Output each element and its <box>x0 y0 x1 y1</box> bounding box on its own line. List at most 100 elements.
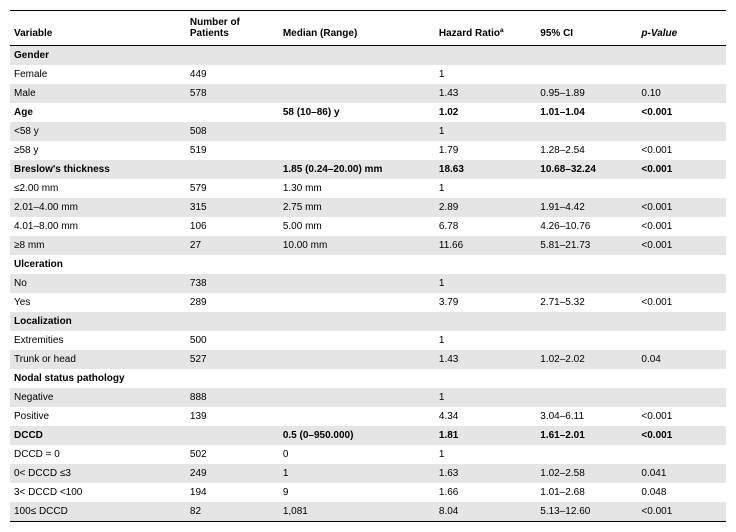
cell: <0.001 <box>637 141 726 160</box>
cell: 1.30 mm <box>279 179 435 198</box>
cell <box>637 255 726 274</box>
cell <box>186 46 279 66</box>
cell <box>435 255 536 274</box>
cell <box>186 103 279 122</box>
table-row: Ulceration <box>10 255 726 274</box>
cell <box>279 122 435 141</box>
cell: 4.01–8.00 mm <box>10 217 186 236</box>
cell: 1.79 <box>435 141 536 160</box>
cell: <0.001 <box>637 160 726 179</box>
cell: 1 <box>435 445 536 464</box>
cell: <0.001 <box>637 293 726 312</box>
cell: Age <box>10 103 186 122</box>
table-row: 3< DCCD <10019491.661.01–2.680.048 <box>10 483 726 502</box>
cell <box>279 407 435 426</box>
cell <box>279 65 435 84</box>
cell <box>536 331 637 350</box>
cell: <0.001 <box>637 502 726 522</box>
cell: 3.79 <box>435 293 536 312</box>
table-body: GenderFemale4491Male5781.430.95–1.890.10… <box>10 46 726 522</box>
cell: Yes <box>10 293 186 312</box>
cell <box>279 274 435 293</box>
table-row: Male5781.430.95–1.890.10 <box>10 84 726 103</box>
table-row: Nodal status pathology <box>10 369 726 388</box>
cell <box>536 274 637 293</box>
cell: 1.81 <box>435 426 536 445</box>
cell: 508 <box>186 122 279 141</box>
col-num-patients: Number of Patients <box>186 11 279 46</box>
cell: 289 <box>186 293 279 312</box>
table-row: Localization <box>10 312 726 331</box>
table-row: Trunk or head5271.431.02–2.020.04 <box>10 350 726 369</box>
cell: ≥58 y <box>10 141 186 160</box>
cell: 10.00 mm <box>279 236 435 255</box>
cell: 1 <box>435 179 536 198</box>
cell <box>279 312 435 331</box>
cell <box>637 312 726 331</box>
table-row: 0< DCCD ≤324911.631.02–2.580.041 <box>10 464 726 483</box>
col-variable: Variable <box>10 11 186 46</box>
cell: 1.61–2.01 <box>536 426 637 445</box>
cell: 1.43 <box>435 350 536 369</box>
cell: 0.95–1.89 <box>536 84 637 103</box>
table-row: ≥8 mm2710.00 mm11.665.81–21.73<0.001 <box>10 236 726 255</box>
cell: 500 <box>186 331 279 350</box>
table-row: Age58 (10–86) y1.021.01–1.04<0.001 <box>10 103 726 122</box>
cell <box>637 369 726 388</box>
cell: 1.01–2.68 <box>536 483 637 502</box>
table-row: ≤2.00 mm5791.30 mm1 <box>10 179 726 198</box>
cell: 1.66 <box>435 483 536 502</box>
cell: Trunk or head <box>10 350 186 369</box>
cell: Female <box>10 65 186 84</box>
cell <box>186 312 279 331</box>
cell: 6.78 <box>435 217 536 236</box>
cell <box>536 445 637 464</box>
cell: 1,081 <box>279 502 435 522</box>
cell: <58 y <box>10 122 186 141</box>
cell: 315 <box>186 198 279 217</box>
cell <box>186 160 279 179</box>
cell <box>279 331 435 350</box>
cell: <0.001 <box>637 426 726 445</box>
cell: Gender <box>10 46 186 66</box>
table-row: Extremities5001 <box>10 331 726 350</box>
cell <box>637 179 726 198</box>
cell: 0.041 <box>637 464 726 483</box>
cell: 106 <box>186 217 279 236</box>
cell: 527 <box>186 350 279 369</box>
cell: 139 <box>186 407 279 426</box>
cell: 5.81–21.73 <box>536 236 637 255</box>
cell: ≥8 mm <box>10 236 186 255</box>
cell: DCCD = 0 <box>10 445 186 464</box>
cell: <0.001 <box>637 407 726 426</box>
cell: 0.048 <box>637 483 726 502</box>
cell <box>637 274 726 293</box>
cell <box>637 122 726 141</box>
cell: <0.001 <box>637 217 726 236</box>
cell: 1 <box>435 331 536 350</box>
cell <box>536 179 637 198</box>
table-row: Female4491 <box>10 65 726 84</box>
cell: 249 <box>186 464 279 483</box>
cell: Localization <box>10 312 186 331</box>
cell: 10.68–32.24 <box>536 160 637 179</box>
cell: 2.89 <box>435 198 536 217</box>
cell: 2.75 mm <box>279 198 435 217</box>
cell <box>536 255 637 274</box>
cell <box>637 331 726 350</box>
table-row: Breslow's thickness1.85 (0.24–20.00) mm1… <box>10 160 726 179</box>
cell <box>186 255 279 274</box>
cell <box>536 369 637 388</box>
col-p-value: p-Value <box>637 11 726 46</box>
cell: 2.71–5.32 <box>536 293 637 312</box>
cell: 1 <box>435 65 536 84</box>
cell <box>279 350 435 369</box>
cell: 1.01–1.04 <box>536 103 637 122</box>
table-row: ≥58 y5191.791.28–2.54<0.001 <box>10 141 726 160</box>
cell <box>186 426 279 445</box>
cell: 1.91–4.42 <box>536 198 637 217</box>
col-median-range: Median (Range) <box>279 11 435 46</box>
cell: 578 <box>186 84 279 103</box>
cell: Positive <box>10 407 186 426</box>
cell: <0.001 <box>637 103 726 122</box>
